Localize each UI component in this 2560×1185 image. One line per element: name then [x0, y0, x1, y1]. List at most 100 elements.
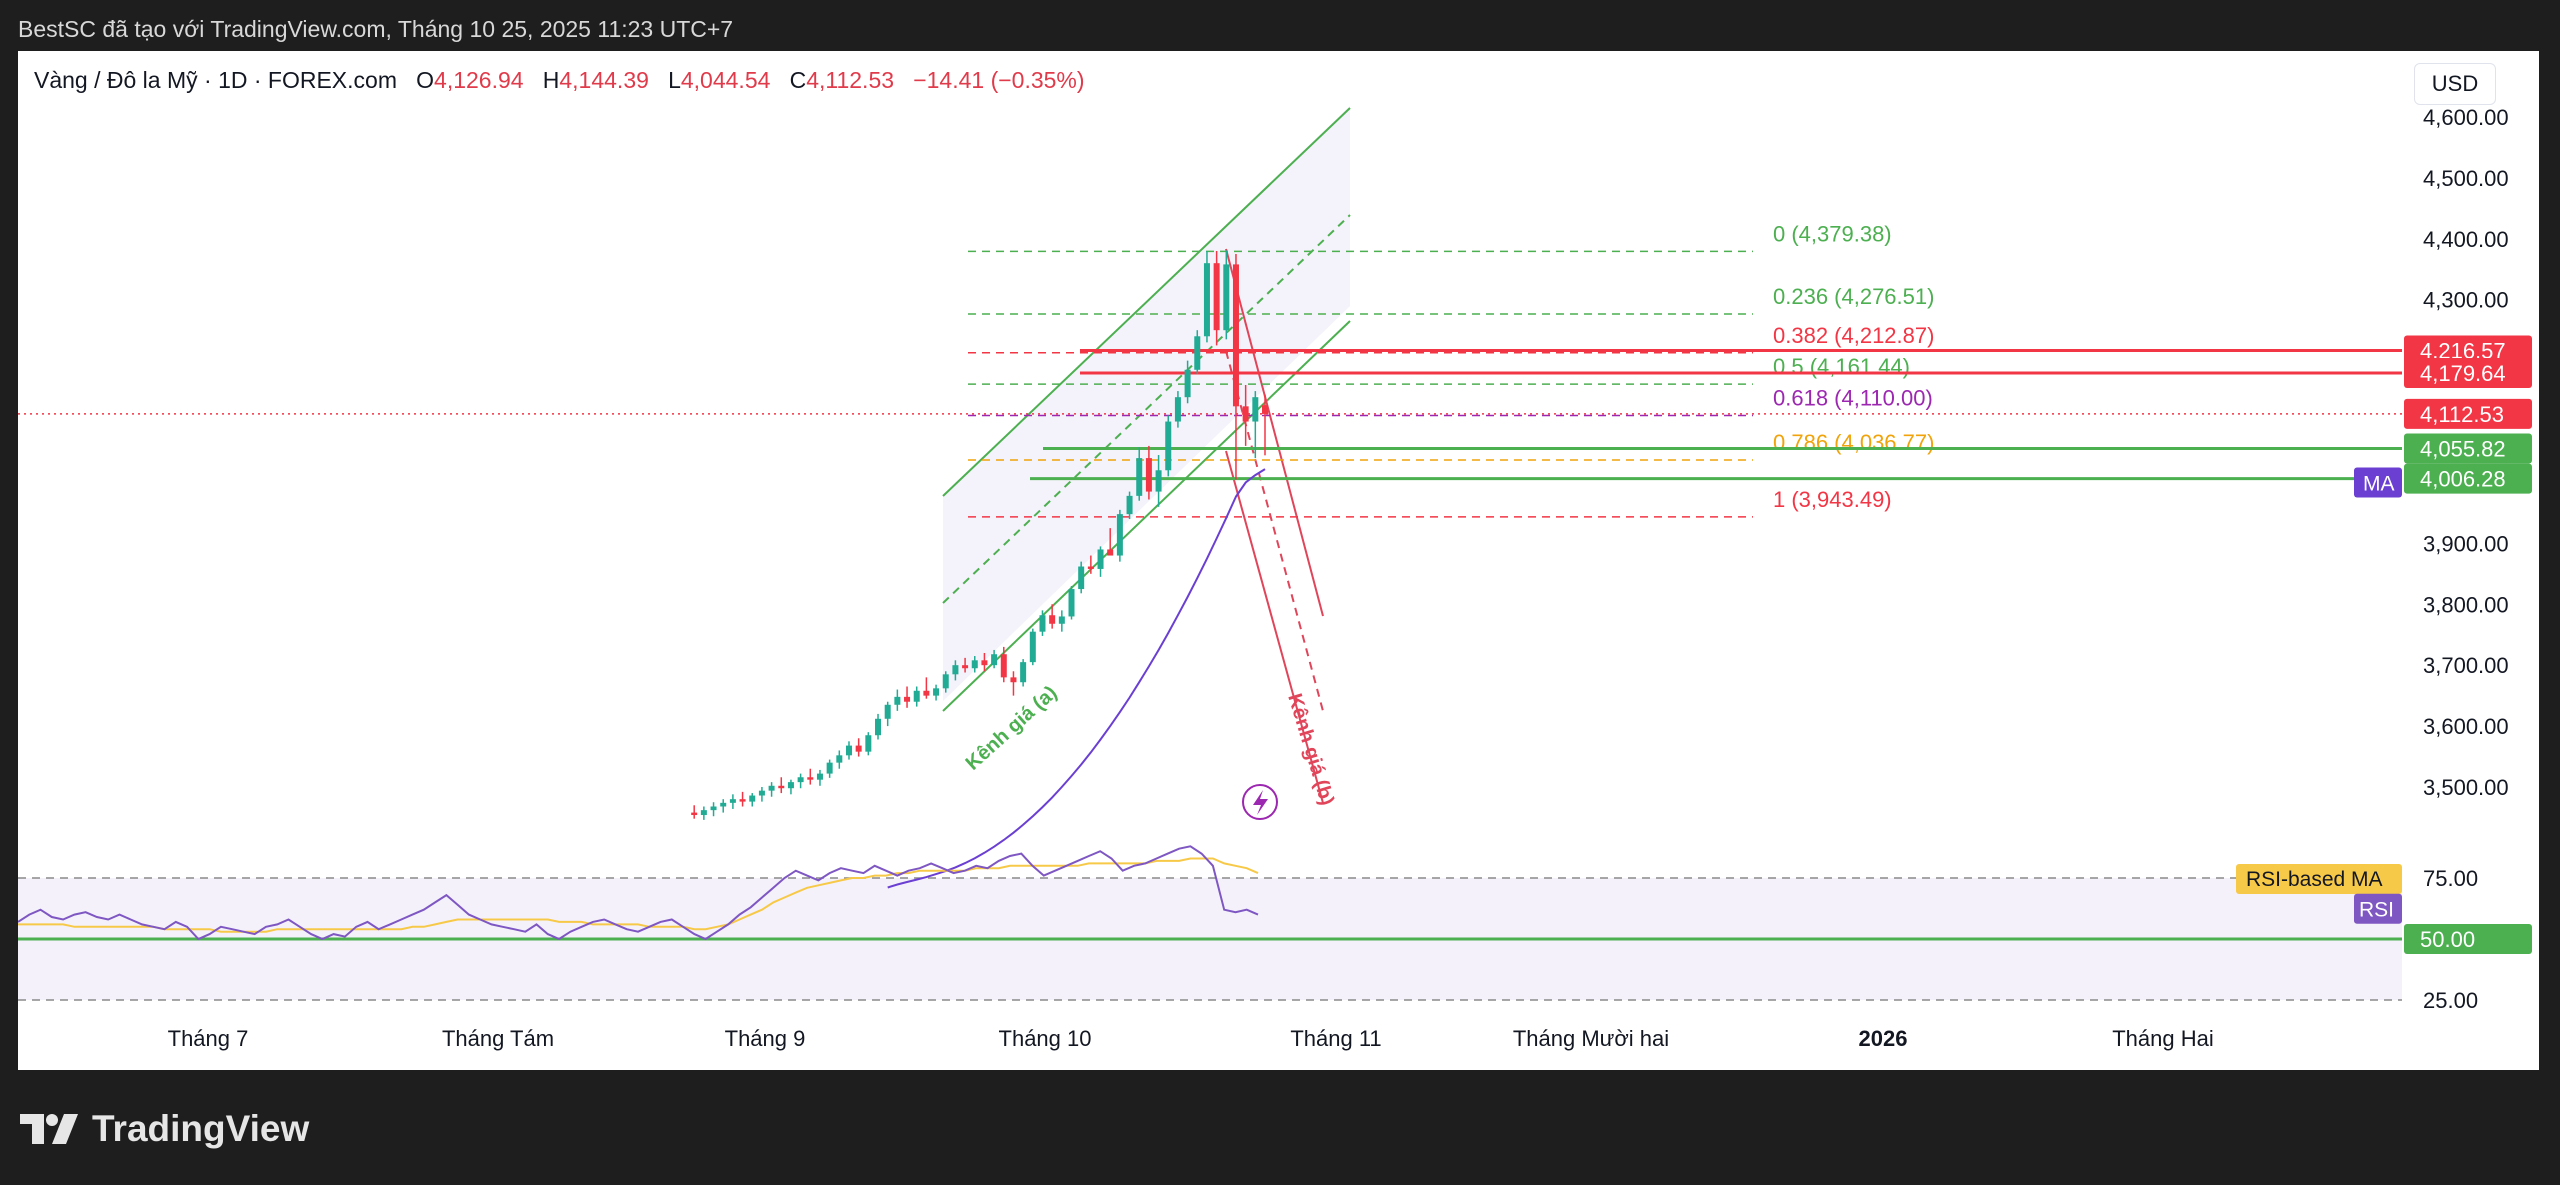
tradingview-logo[interactable]: TradingView	[20, 1108, 309, 1150]
candle-body	[1020, 662, 1027, 683]
rsi-ma-tag-label: RSI-based MA	[2246, 868, 2383, 891]
candle-body	[816, 773, 823, 780]
candle-body	[1203, 263, 1210, 337]
symbol-legend: Vàng / Đô la Mỹ · 1D · FOREX.com O4,126.…	[34, 67, 1085, 94]
candle-body	[904, 696, 911, 702]
brand-name: TradingView	[92, 1108, 310, 1149]
candle-body	[1039, 615, 1046, 632]
price-tick-label: 4,400.00	[2423, 227, 2509, 252]
fib-level-label: 1 (3,943.49)	[1773, 487, 1892, 512]
candle-body	[933, 688, 940, 696]
candle-body	[1262, 405, 1268, 414]
price-tick-label: 3,500.00	[2423, 775, 2509, 800]
candle-body	[1000, 654, 1007, 678]
candle-body	[1107, 549, 1114, 556]
time-axis-label: Tháng Mười hai	[1513, 1026, 1669, 1051]
rsi-tag-label: RSI	[2359, 899, 2394, 922]
price-tick-label: 3,600.00	[2423, 714, 2509, 739]
fib-level-label: 0.618 (4,110.00)	[1773, 385, 1933, 410]
candle-body	[1165, 421, 1172, 471]
low-value: 4,044.54	[680, 67, 771, 93]
candle-body	[1223, 264, 1230, 331]
price-tick-label: 3,800.00	[2423, 592, 2509, 617]
channel-a-lower	[942, 320, 1351, 712]
candle-body	[875, 718, 882, 736]
candle-body	[1097, 549, 1104, 569]
candle-body	[807, 777, 814, 780]
candle-body	[894, 696, 901, 705]
candle-body	[952, 665, 959, 675]
price-tick-label: 4,300.00	[2423, 288, 2509, 313]
candle-body	[758, 790, 765, 796]
price-badge-label: 4,055.82	[2420, 436, 2506, 461]
fib-level-label: 0.786 (4,036.77)	[1773, 430, 1934, 455]
price-badge-label: 4,112.53	[2420, 402, 2504, 427]
candle-body	[797, 777, 804, 783]
candle-body	[1087, 566, 1094, 569]
lightning-icon	[1253, 790, 1268, 815]
close-value: 4,112.53	[806, 67, 895, 93]
fib-level-label: 0.5 (4,161.44)	[1773, 354, 1910, 379]
price-badge	[2404, 358, 2532, 389]
candle-body	[1252, 397, 1259, 422]
candle-body	[942, 674, 949, 689]
symbol-name: Vàng / Đô la Mỹ · 1D · FOREX.com	[34, 67, 397, 93]
candle-body	[1242, 406, 1249, 422]
chart-canvas[interactable]: 0 (4,379.38) 0.236 (4,276.51) 0.382 (4,212…	[18, 51, 2539, 1070]
candle-body	[855, 745, 862, 752]
rsi-tick-label: 75.00	[2423, 866, 2478, 891]
candle-body	[1058, 616, 1065, 624]
price-tick-label: 3,700.00	[2423, 653, 2509, 678]
candle-body	[981, 660, 988, 666]
candles-group	[691, 250, 1268, 820]
channel-b-lower	[1225, 450, 1324, 804]
price-tick-label: 4,500.00	[2423, 166, 2509, 191]
channel-a-upper	[942, 107, 1351, 497]
candle-body	[700, 810, 707, 816]
fib-level-label: 0.236 (4,276.51)	[1773, 284, 1934, 309]
candle-body	[768, 785, 775, 791]
candle-body	[691, 812, 698, 816]
low-label: L	[668, 67, 681, 93]
candle-body	[1174, 397, 1181, 422]
candle-body	[1010, 677, 1017, 683]
candle-body	[971, 660, 978, 669]
candle-body	[1194, 336, 1201, 370]
candle-body	[1126, 495, 1133, 515]
currency-button[interactable]: USD	[2414, 63, 2496, 105]
price-badge	[2404, 463, 2532, 494]
candle-body	[991, 654, 998, 666]
candle-body	[1184, 369, 1191, 398]
candle-body	[1029, 631, 1036, 663]
price-badge-label: 4,006.28	[2420, 467, 2506, 492]
channel-a-label: Kênh giá (a)	[962, 682, 1062, 775]
channel-a-middle	[942, 214, 1351, 604]
close-label: C	[789, 67, 807, 93]
time-axis-label: Tháng 9	[725, 1026, 806, 1051]
candle-body	[1213, 263, 1220, 331]
ma-line	[887, 468, 1266, 889]
open-label: O	[416, 67, 435, 93]
candle-body	[720, 802, 727, 807]
candle-body	[962, 665, 969, 669]
candle-body	[1078, 566, 1085, 590]
rsi-ma-line	[18, 857, 1259, 933]
fib-level-label: 0.382 (4,212.87)	[1773, 323, 1934, 348]
channel-a-fill	[943, 106, 1350, 701]
tradingview-logo-icon	[20, 1114, 78, 1144]
candle-body	[778, 785, 785, 789]
candle-body	[739, 799, 746, 802]
candle-body	[710, 806, 717, 811]
candle-body	[826, 762, 833, 774]
attribution-text: BestSC đã tạo với TradingView.com, Tháng…	[18, 16, 734, 42]
price-badge	[2404, 398, 2532, 429]
ma-tag-label: MA	[2363, 472, 2395, 495]
rsi-line	[18, 845, 1259, 941]
high-label: H	[542, 67, 560, 93]
time-axis-label: Tháng Hai	[2112, 1026, 2214, 1051]
time-axis-label: 2026	[1859, 1026, 1908, 1051]
candle-body	[913, 690, 920, 702]
time-axis-label: Tháng 10	[999, 1026, 1092, 1051]
open-value: 4,126.94	[434, 67, 524, 93]
candle-body	[787, 782, 794, 789]
